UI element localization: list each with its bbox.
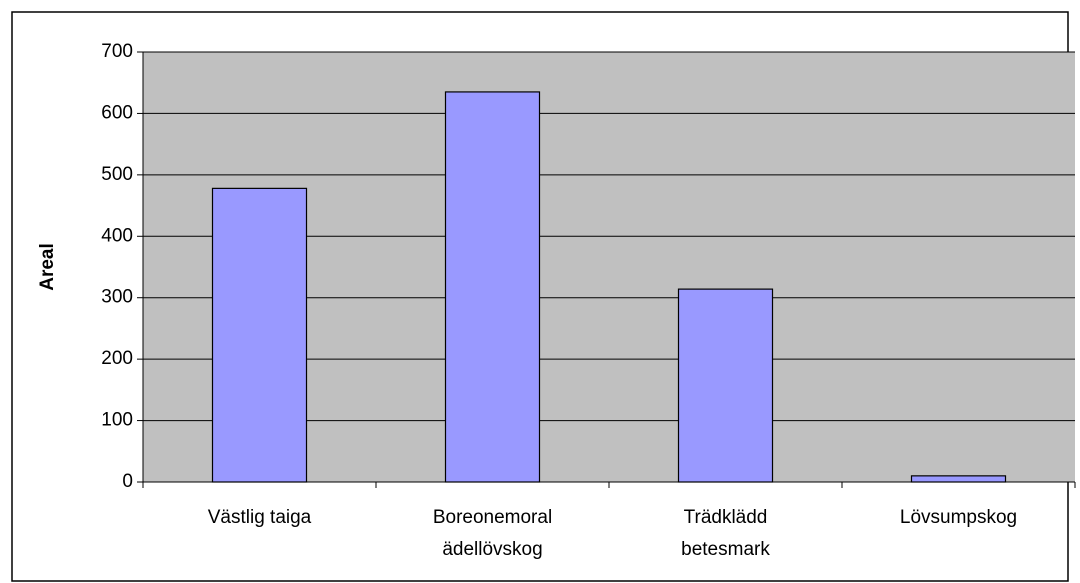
x-tick-label: Boreonemoral ädellövskog (433, 507, 552, 560)
y-tick-label: 600 (101, 102, 133, 123)
x-tick-label: Västlig taiga (208, 507, 312, 528)
x-tick-label: Trädklädd betesmark (681, 507, 770, 560)
bar (444, 91, 541, 483)
bar (211, 187, 308, 483)
bar (677, 288, 774, 483)
bar (910, 475, 1007, 483)
y-tick-label: 500 (101, 164, 133, 185)
y-tick-label: 400 (101, 225, 133, 246)
y-tick-label: 100 (101, 410, 133, 431)
y-tick-label: 200 (101, 348, 133, 369)
y-tick-label: 700 (101, 41, 133, 62)
y-tick-label: 300 (101, 287, 133, 308)
y-tick-label: 0 (122, 471, 133, 492)
y-axis-label: Areal (37, 243, 58, 291)
x-tick-label: Lövsumpskog (900, 507, 1017, 528)
